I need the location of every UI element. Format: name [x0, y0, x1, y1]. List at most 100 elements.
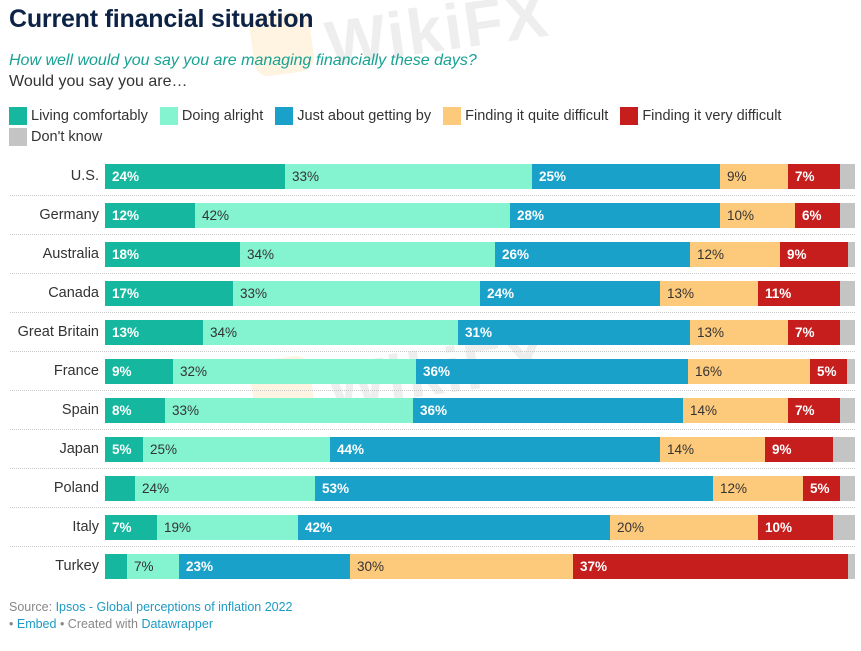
bar-segment-finding-it-very-difficult: 37% [573, 554, 848, 579]
bar-segment-doing-alright: 24% [135, 476, 315, 501]
data-label: 33% [292, 169, 320, 184]
row-separator [10, 546, 855, 547]
row-separator [10, 468, 855, 469]
data-label: 31% [465, 325, 493, 340]
data-label: 34% [210, 325, 238, 340]
bar-segment-don-t-know [848, 242, 855, 267]
bar-segment-living-comfortably: 13% [105, 320, 203, 345]
data-label: 5% [112, 442, 132, 457]
data-label: 25% [150, 442, 178, 457]
bar-segment-doing-alright: 19% [157, 515, 298, 540]
data-label: 7% [795, 169, 815, 184]
bar-segment-finding-it-quite-difficult: 12% [690, 242, 780, 267]
bar-segment-don-t-know [840, 398, 855, 423]
source-prefix: Source: [9, 600, 56, 614]
data-label: 30% [357, 559, 385, 574]
data-label: 7% [795, 325, 815, 340]
bar-segment-finding-it-very-difficult: 7% [788, 164, 840, 189]
bar-segment-finding-it-very-difficult: 7% [788, 320, 840, 345]
row-separator [10, 507, 855, 508]
data-label: 7% [134, 559, 154, 574]
bar-segment-living-comfortably: 17% [105, 281, 233, 306]
legend-label: Doing alright [181, 108, 264, 124]
row-separator [10, 234, 855, 235]
bar-segment-don-t-know [840, 476, 855, 501]
legend-label: Living comfortably [31, 108, 148, 124]
data-label: 9% [772, 442, 792, 457]
category-label: Poland [53, 480, 99, 496]
bar-segment-living-comfortably: 7% [105, 515, 157, 540]
data-label: 16% [695, 364, 723, 379]
legend-item-finding-it-quite-difficult: Finding it quite difficult [443, 107, 608, 125]
data-label: 24% [112, 169, 140, 184]
data-label: 14% [690, 403, 718, 418]
data-label: 9% [112, 364, 132, 379]
data-label: 12% [720, 481, 748, 496]
data-label: 25% [539, 169, 567, 184]
data-label: 12% [112, 208, 140, 223]
footer-source: Source: Ipsos - Global perceptions of in… [9, 600, 293, 614]
bar-segment-just-about-getting-by: 25% [532, 164, 720, 189]
data-label: 24% [487, 286, 515, 301]
bar-segment-finding-it-quite-difficult: 13% [660, 281, 758, 306]
legend-item-just-about-getting-by: Just about getting by [275, 107, 431, 125]
embed-link[interactable]: Embed [16, 617, 57, 631]
legend-item-doing-alright: Doing alright [159, 107, 264, 125]
category-label: U.S. [70, 168, 99, 184]
bar-segment-just-about-getting-by: 42% [298, 515, 610, 540]
data-label: 17% [112, 286, 140, 301]
bar-segment-just-about-getting-by: 31% [458, 320, 690, 345]
category-label: Japan [59, 441, 99, 457]
bar-segment-don-t-know [840, 281, 855, 306]
bar-segment-just-about-getting-by: 44% [330, 437, 660, 462]
bar-segment-living-comfortably: 5% [105, 437, 143, 462]
bar-segment-finding-it-quite-difficult: 9% [720, 164, 788, 189]
data-label: 9% [727, 169, 747, 184]
bar-segment-finding-it-very-difficult: 9% [780, 242, 848, 267]
data-label: 53% [322, 481, 350, 496]
bar-segment-just-about-getting-by: 24% [480, 281, 660, 306]
row-separator [10, 312, 855, 313]
data-label: 26% [502, 247, 530, 262]
bar-segment-doing-alright: 33% [285, 164, 532, 189]
bar-segment-living-comfortably: 12% [105, 203, 195, 228]
data-label: 11% [765, 286, 792, 301]
data-label: 7% [112, 520, 132, 535]
source-link[interactable]: Ipsos - Global perceptions of inflation … [55, 600, 293, 614]
data-label: 37% [580, 559, 608, 574]
data-label: 24% [142, 481, 170, 496]
category-label: Italy [72, 519, 99, 535]
bar-segment-living-comfortably [105, 476, 135, 501]
data-label: 10% [727, 208, 755, 223]
data-label: 33% [240, 286, 268, 301]
data-label: 8% [112, 403, 132, 418]
data-label: 9% [787, 247, 807, 262]
legend-item-don-t-know: Don't know [9, 128, 847, 146]
bar-segment-don-t-know [833, 515, 855, 540]
bar-segment-don-t-know [840, 164, 855, 189]
bar-segment-doing-alright: 34% [203, 320, 458, 345]
bar-segment-just-about-getting-by: 36% [416, 359, 688, 384]
bar-segment-finding-it-very-difficult: 10% [758, 515, 833, 540]
data-label: 13% [667, 286, 695, 301]
bar-segment-finding-it-quite-difficult: 12% [713, 476, 803, 501]
datawrapper-link[interactable]: Datawrapper [141, 617, 214, 631]
legend: Living comfortably Doing alright Just abou… [9, 107, 859, 146]
category-label: Germany [39, 207, 99, 223]
bar-segment-finding-it-quite-difficult: 16% [688, 359, 810, 384]
data-label: 42% [305, 520, 333, 535]
data-label: 13% [112, 325, 140, 340]
category-label: Spain [61, 402, 99, 418]
bar-segment-doing-alright: 34% [240, 242, 495, 267]
bar-segment-just-about-getting-by: 26% [495, 242, 690, 267]
data-label: 7% [795, 403, 815, 418]
legend-swatch [275, 107, 294, 125]
bar-segment-doing-alright: 33% [165, 398, 413, 423]
category-label: Australia [42, 246, 99, 262]
legend-swatch [159, 107, 178, 125]
bar-segment-don-t-know [840, 320, 855, 345]
chart-prompt: Would you say you are… [9, 73, 188, 90]
footer-credits: • Embed • Created with Datawrapper [9, 617, 213, 631]
data-label: 12% [697, 247, 725, 262]
data-label: 13% [697, 325, 725, 340]
